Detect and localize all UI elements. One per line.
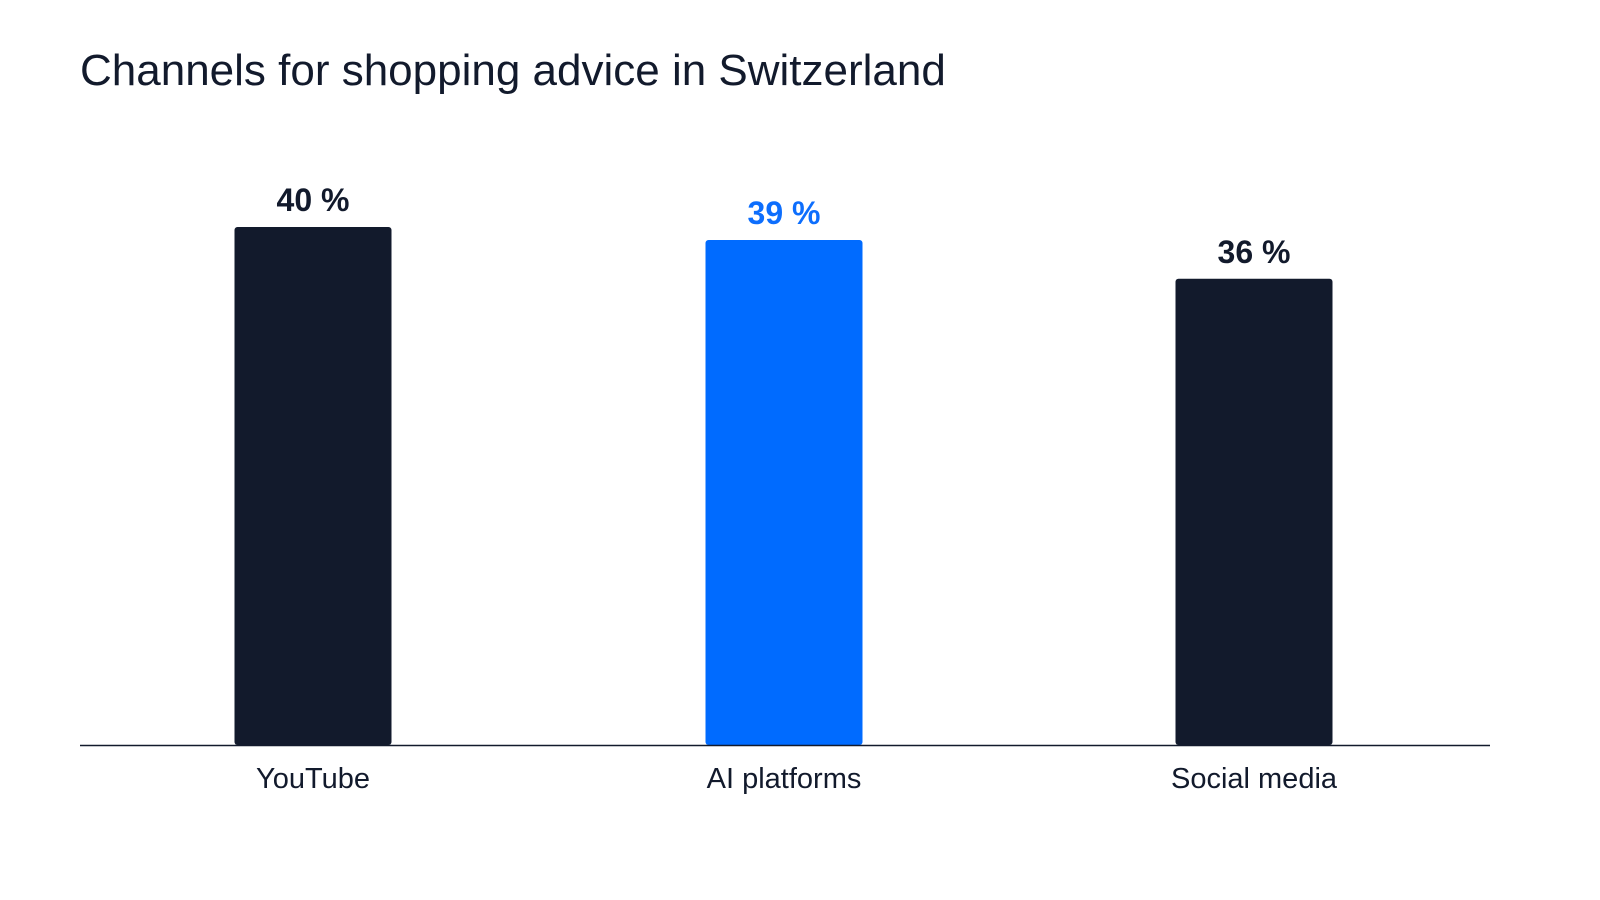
value-labels-layer: 40 % 39 % 36 %: [277, 182, 1291, 270]
bar-youtube: [234, 227, 392, 745]
bars-layer: [234, 227, 1333, 745]
x-tick-label-ai-platforms: AI platforms: [707, 763, 862, 795]
x-tick-label-youtube: YouTube: [256, 763, 370, 795]
bar-social-media: [1175, 278, 1333, 745]
value-label-ai-platforms: 39 %: [748, 195, 821, 231]
chart-title: Channels for shopping advice in Switzerl…: [80, 46, 946, 95]
x-tick-label-social-media: Social media: [1171, 763, 1338, 795]
value-label-youtube: 40 %: [277, 182, 350, 218]
bar-ai-platforms: [705, 239, 863, 745]
value-label-social-media: 36 %: [1218, 234, 1291, 270]
x-tick-labels-layer: YouTube AI platforms Social media: [256, 763, 1338, 795]
